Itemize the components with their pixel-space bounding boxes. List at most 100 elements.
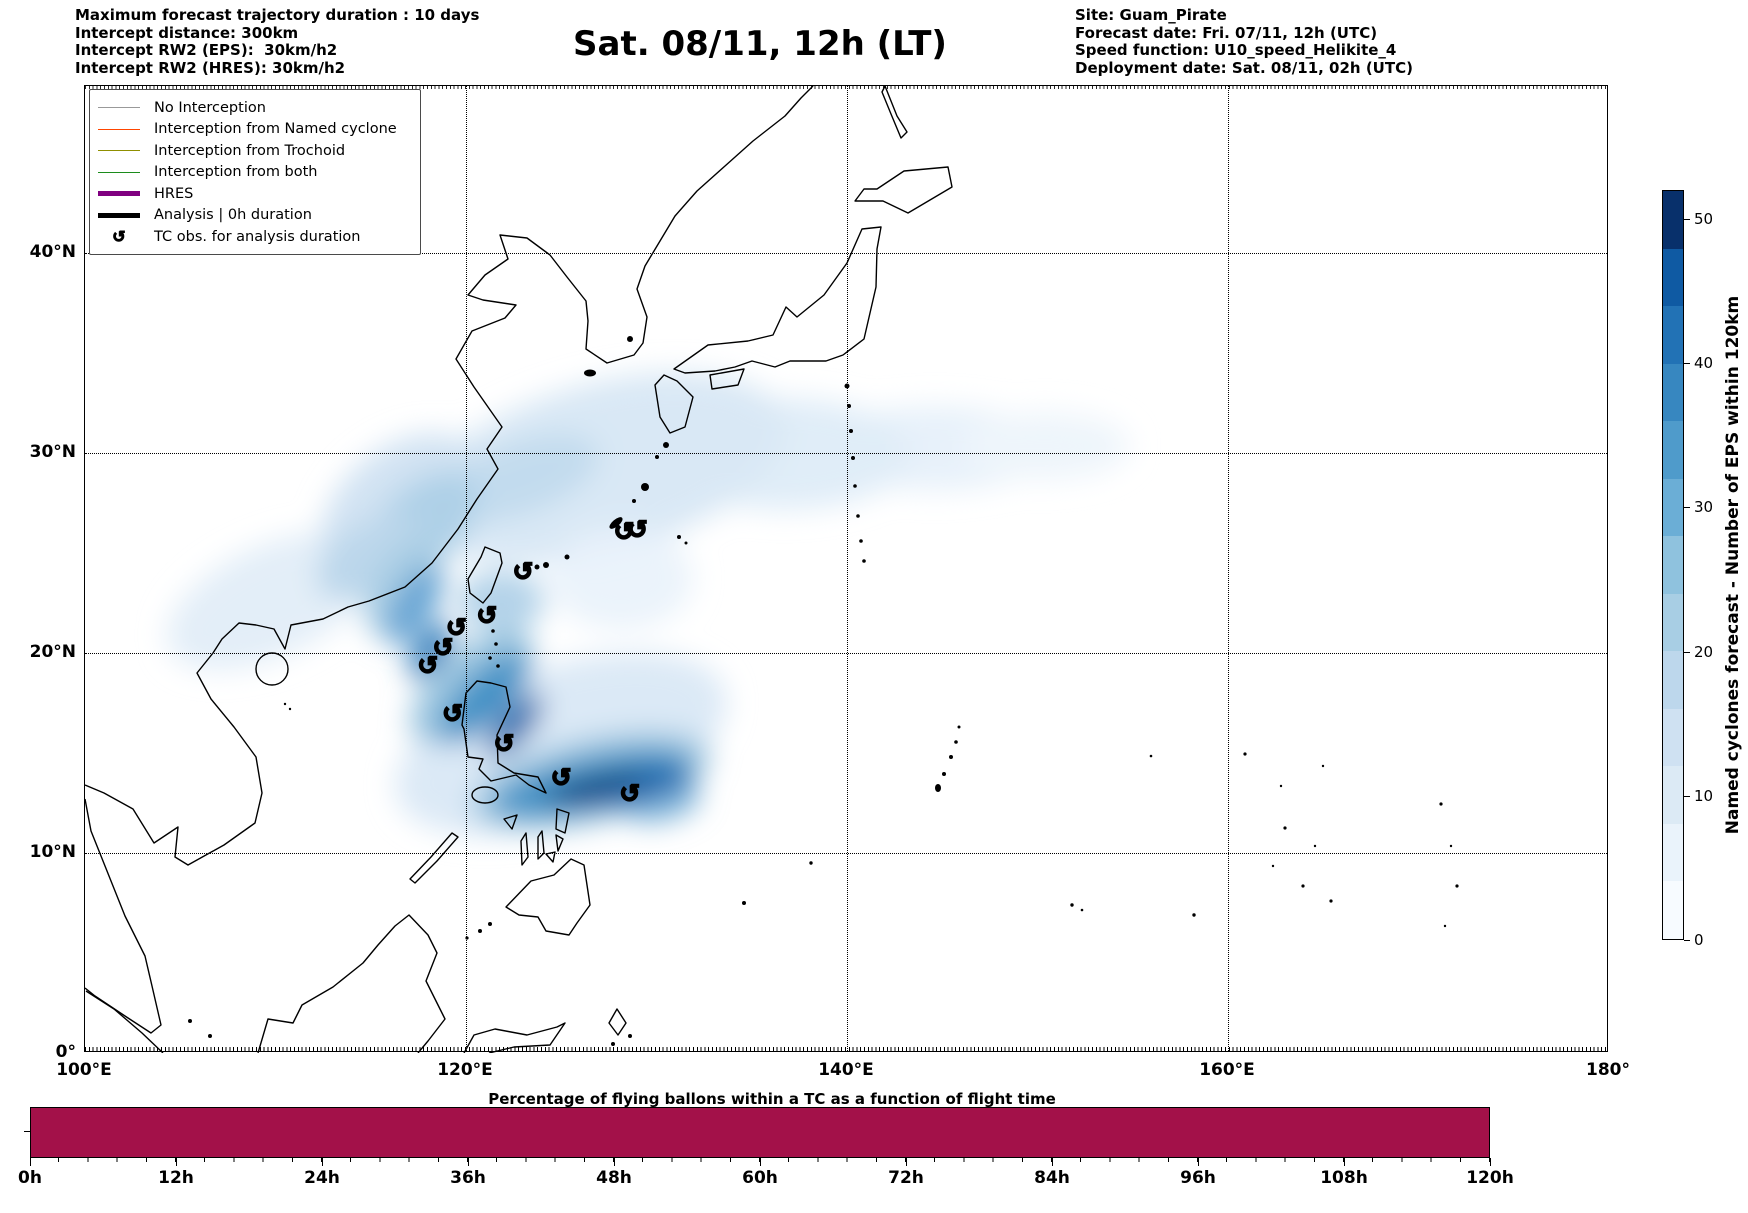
coast-honshu xyxy=(673,226,882,374)
colorbar-segment xyxy=(1663,478,1683,537)
coastlines-layer xyxy=(85,86,1459,1053)
colorbar-tick-label: 10 xyxy=(1694,786,1714,805)
forecast-settings-text: Maximum forecast trajectory duration : 1… xyxy=(75,6,480,77)
y-tick-label: 0° xyxy=(55,1042,76,1062)
bottom-axis-tick-label: 60h xyxy=(742,1168,778,1188)
colorbar-segment xyxy=(1663,363,1683,422)
colorbar-segment xyxy=(1663,881,1683,939)
tc-observation-marker: ↺ xyxy=(476,601,499,630)
coast-sumatra xyxy=(85,990,164,1053)
legend-item: Interception from Trochoid xyxy=(98,140,412,162)
island-mindoro xyxy=(471,786,499,804)
gridline-parallel xyxy=(85,853,1607,854)
colorbar-tick-label: 40 xyxy=(1694,354,1714,373)
colorbar-tickmark xyxy=(1684,651,1690,653)
tc-observation-marker: ↺ xyxy=(441,699,464,728)
colorbar-segment xyxy=(1663,823,1683,882)
legend-item-label: Interception from Trochoid xyxy=(154,142,346,159)
colorbar-tickmark xyxy=(1684,218,1690,220)
legend-line xyxy=(98,171,140,173)
tc-observation-marker: ↺ xyxy=(445,613,468,642)
coast-sulawesi xyxy=(463,1022,566,1053)
bottom-axis-tick-label: 48h xyxy=(596,1168,632,1188)
legend-line xyxy=(98,128,140,130)
figure-title: Sat. 08/11, 12h (LT) xyxy=(573,24,947,64)
tc-observation-marker: ↺ xyxy=(619,779,642,808)
legend-item-label: Analysis | 0h duration xyxy=(154,207,312,224)
coast-hokkaido xyxy=(854,166,953,214)
coast-mindanao xyxy=(505,858,591,936)
x-tick-label: 100°E xyxy=(56,1060,112,1080)
tc-observation-marker: ↺ xyxy=(613,517,636,546)
gridline-meridian xyxy=(1228,86,1229,1051)
bottom-axis-tick-label: 120h xyxy=(1466,1168,1514,1188)
colorbar-title: Named cyclones forecast - Number of EPS … xyxy=(1723,295,1743,835)
colorbar-tick-label: 0 xyxy=(1694,931,1704,949)
legend-item: No Interception xyxy=(98,97,412,119)
colorbar-segment xyxy=(1663,536,1683,594)
tc-observation-marker: ↺ xyxy=(512,557,535,586)
x-tick-label: 160°E xyxy=(1199,1060,1255,1080)
legend-line-swatch xyxy=(98,150,140,152)
legend-item: Interception from both xyxy=(98,162,412,184)
y-tick-label: 40°N xyxy=(29,242,76,262)
colorbar xyxy=(1662,190,1684,940)
balloon-percentage-bar xyxy=(30,1107,1490,1158)
legend-line xyxy=(98,191,140,197)
map-axes: ↺ ↺ ↺ ↺ ↺ ↺ ↺ ↺ ↺ ↺ ↺ No Interception Interception … xyxy=(84,85,1608,1053)
y-tick-label: 20°N xyxy=(29,642,76,662)
tc-observation-marker: ↺ xyxy=(417,651,440,680)
colorbar-tickmark xyxy=(1684,507,1690,509)
bottom-axis-tick-label: 84h xyxy=(1034,1168,1070,1188)
coast-shikoku xyxy=(709,368,745,390)
y-tick-label: 30°N xyxy=(29,442,76,462)
bottom-axis-tick-label: 96h xyxy=(1180,1168,1216,1188)
legend-line xyxy=(98,150,140,152)
site-info-text: Site: Guam_Pirate Forecast date: Fri. 07… xyxy=(1075,6,1413,77)
legend-item-label: HRES xyxy=(154,185,194,202)
minor-ticks-bottom-axis xyxy=(85,1047,1607,1051)
cyclone-symbol-icon: ↺ xyxy=(112,227,126,247)
tc-observation-marker: ↺ xyxy=(550,763,573,792)
bottom-chart-ytick xyxy=(24,1131,30,1132)
small-islands xyxy=(188,336,1459,1046)
colorbar-segment xyxy=(1663,708,1683,767)
gridline-parallel xyxy=(85,253,1607,254)
colorbar-tickmark xyxy=(1684,795,1690,797)
bottom-chart-title: Percentage of flying ballons within a TC… xyxy=(488,1090,1056,1108)
bottom-axis-tickmark xyxy=(760,1158,761,1166)
colorbar-tick-label: 30 xyxy=(1694,498,1714,517)
colorbar-segment xyxy=(1663,248,1683,307)
coast-korea-russia xyxy=(549,86,814,364)
minor-ticks-top-axis xyxy=(85,86,1607,89)
legend-item-tc-obs: ↺ TC obs. for analysis duration xyxy=(98,226,412,248)
legend-line-swatch xyxy=(98,191,140,197)
colorbar-segment xyxy=(1663,421,1683,479)
gridline-meridian xyxy=(847,86,848,1051)
coast-china-indochina xyxy=(85,234,551,866)
legend-item-label: Interception from both xyxy=(154,164,318,181)
bottom-axis-tickmark xyxy=(906,1158,907,1166)
legend-line-swatch xyxy=(98,107,140,109)
bottom-axis-tick-label: 72h xyxy=(888,1168,924,1188)
colorbar-segment xyxy=(1663,191,1683,249)
coast-palawan xyxy=(409,832,459,884)
tc-observation-marker: ↺ xyxy=(493,729,516,758)
legend-item-label: Interception from Named cyclone xyxy=(154,121,397,138)
tc-observation-marker: ↺ xyxy=(432,633,455,662)
y-tick-label: 10°N xyxy=(29,842,76,862)
legend-item: HRES xyxy=(98,183,412,205)
bottom-axis-tickmark xyxy=(1344,1158,1345,1166)
coast-halmahera xyxy=(608,1008,627,1036)
legend-line-swatch xyxy=(98,212,140,218)
legend-item-label: TC obs. for analysis duration xyxy=(154,228,361,245)
bottom-axis-tickmark xyxy=(468,1158,469,1166)
legend-line-swatch xyxy=(98,128,140,130)
bottom-axis-tickmark xyxy=(176,1158,177,1166)
bottom-axis-tick-label: 24h xyxy=(304,1168,340,1188)
colorbar-segment xyxy=(1663,306,1683,364)
coast-kyushu xyxy=(654,374,694,434)
colorbar-tickmark xyxy=(1684,940,1690,941)
track-density-heatmap xyxy=(166,372,1130,836)
